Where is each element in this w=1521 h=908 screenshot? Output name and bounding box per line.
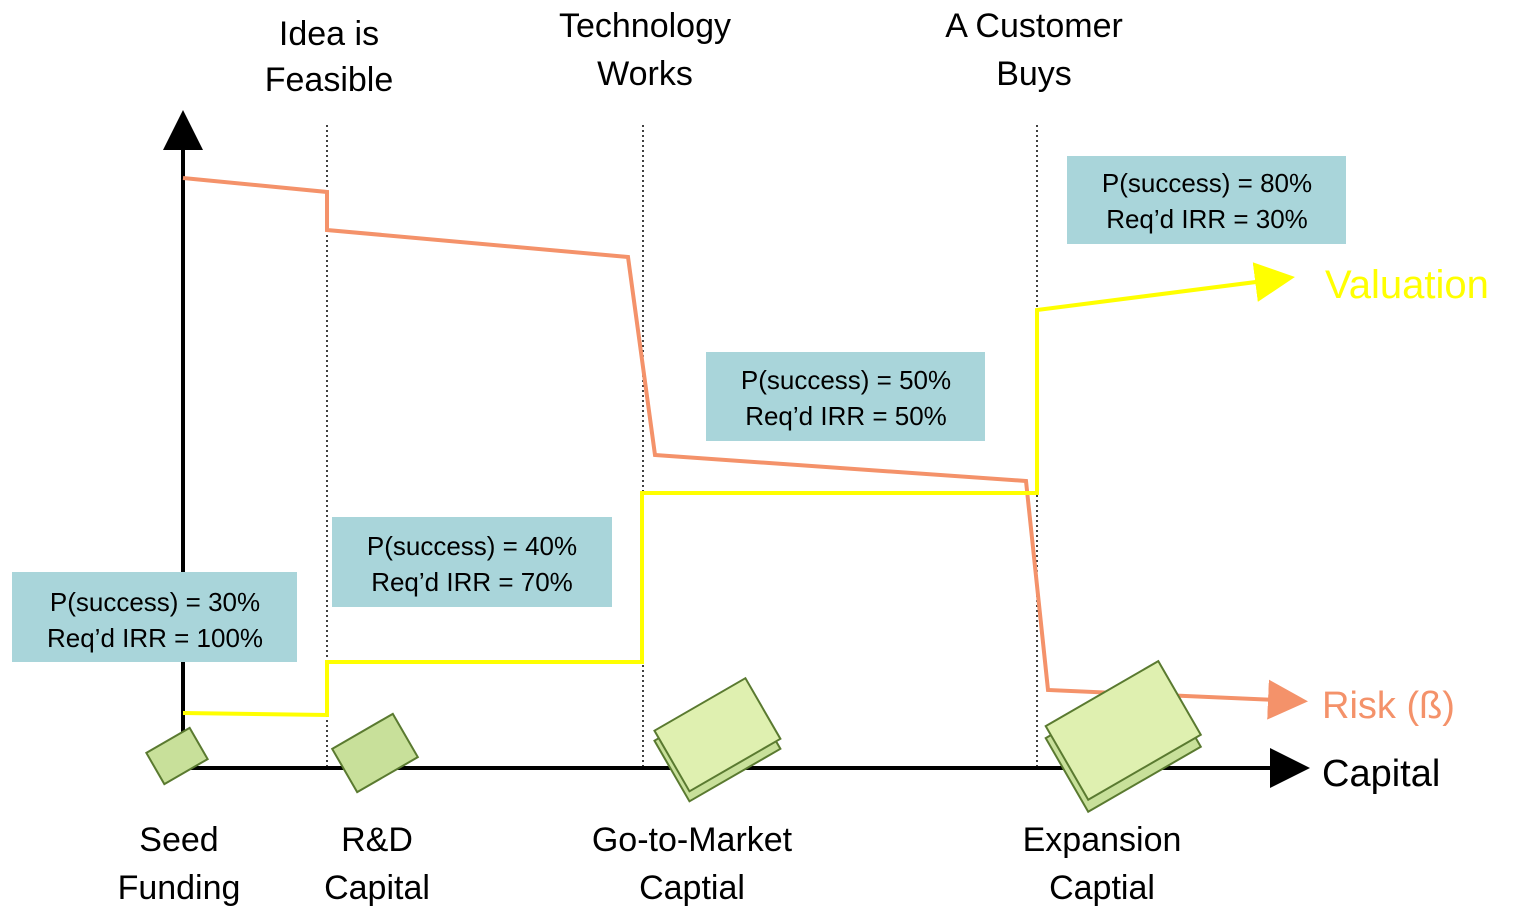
box-text: P(success) = 80% (1102, 168, 1312, 198)
box-text: Req’d IRR = 50% (745, 401, 947, 431)
milestone: Works (597, 55, 693, 93)
stage: Funding (118, 869, 241, 907)
milestone: Idea is (279, 15, 379, 53)
box-text: Req’d IRR = 70% (371, 567, 573, 597)
diagram: P(success) = 30% Req’d IRR = 100% P(succ… (0, 0, 1521, 908)
milestone: Feasible (265, 61, 394, 99)
stage: Captial (1049, 869, 1155, 907)
stage: Captial (639, 869, 745, 907)
milestone: Technology (559, 7, 731, 45)
box-text: P(success) = 50% (741, 365, 951, 395)
stage: Expansion (1023, 821, 1182, 859)
stage: R&D (341, 821, 413, 859)
milestone: A Customer (945, 7, 1123, 45)
box-text: P(success) = 30% (50, 587, 260, 617)
stage: Seed (139, 821, 218, 859)
stage: Go-to-Market (592, 821, 793, 859)
money-icons (146, 661, 1200, 812)
stage: Capital (324, 869, 430, 907)
x-axis-label: Capital (1322, 753, 1440, 795)
box-text: P(success) = 40% (367, 531, 577, 561)
stage-dividers (327, 125, 1037, 768)
box-text: Req’d IRR = 100% (47, 623, 263, 653)
milestone: Buys (996, 55, 1072, 93)
risk-label: Risk (ß) (1322, 685, 1455, 727)
valuation-label: Valuation (1325, 263, 1489, 307)
valuation-line (183, 278, 1287, 715)
box-text: Req’d IRR = 30% (1106, 204, 1308, 234)
info-boxes: P(success) = 30% Req’d IRR = 100% P(succ… (12, 156, 1346, 662)
